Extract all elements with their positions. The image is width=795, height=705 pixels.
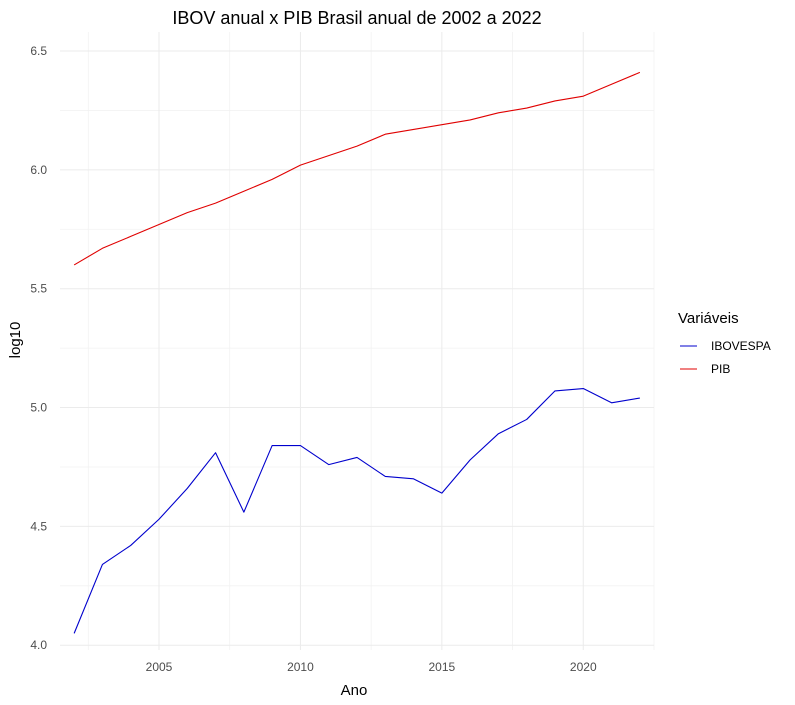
series-line-ibovespa: [73, 387, 640, 634]
y-tick-label: 5.5: [30, 282, 47, 296]
y-tick-label: 6.5: [30, 44, 47, 58]
x-tick-label: 2010: [287, 660, 314, 674]
legend-label-ibovespa: IBOVESPA: [711, 339, 771, 353]
x-tick-label: 2015: [429, 660, 456, 674]
y-tick-label: 5.0: [30, 401, 47, 415]
legend-title: Variáveis: [678, 310, 739, 327]
y-axis-title: log10: [7, 322, 24, 359]
chart-title: IBOV anual x PIB Brasil anual de 2002 a …: [172, 8, 541, 28]
series-lines: [73, 71, 641, 634]
legend-items: IBOVESPA PIB: [680, 339, 771, 376]
y-tick-label: 4.5: [30, 519, 47, 533]
tick-labels: 2005 2010 2015 2020 4.0 4.5 5.0 5.5 6.0 6.5: [30, 44, 597, 674]
legend: Variáveis IBOVESPA PIB: [678, 310, 771, 376]
grid: [60, 32, 655, 650]
x-tick-label: 2005: [146, 660, 173, 674]
series-line-pib: [73, 71, 641, 266]
x-tick-label: 2020: [570, 660, 597, 674]
legend-label-pib: PIB: [711, 362, 730, 376]
y-tick-label: 6.0: [30, 163, 47, 177]
y-tick-label: 4.0: [30, 638, 47, 652]
x-axis-title: Ano: [341, 682, 368, 699]
